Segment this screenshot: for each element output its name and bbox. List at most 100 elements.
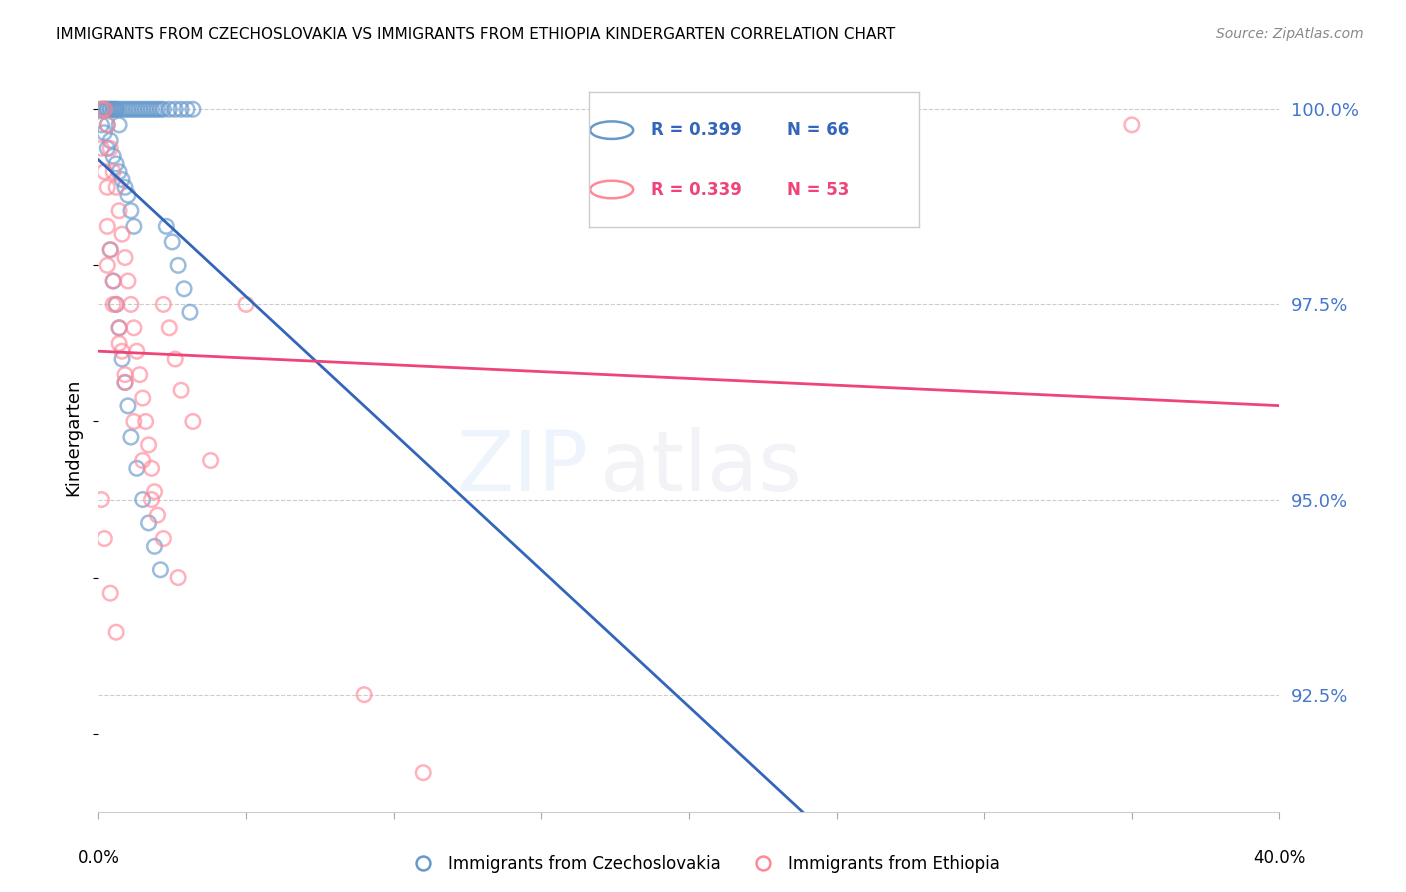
Point — [93, 102, 115, 116]
Point — [132, 453, 155, 467]
Point — [122, 320, 145, 334]
Point — [98, 133, 121, 147]
Point — [143, 484, 166, 499]
Text: ZIP: ZIP — [457, 426, 589, 508]
Point — [149, 563, 172, 577]
Point — [132, 492, 155, 507]
Point — [152, 532, 174, 546]
Point — [108, 336, 131, 351]
Point — [146, 102, 169, 116]
Point — [108, 320, 131, 334]
Y-axis label: Kindergarten: Kindergarten — [65, 378, 83, 496]
Point — [122, 102, 145, 116]
Point — [138, 516, 160, 530]
Point — [141, 492, 163, 507]
Point — [96, 118, 118, 132]
Point — [105, 297, 128, 311]
Point — [167, 570, 190, 584]
Point — [93, 102, 115, 116]
Point — [135, 415, 157, 429]
Point — [111, 172, 134, 186]
Point — [103, 274, 125, 288]
Point — [90, 102, 112, 116]
Point — [179, 305, 201, 319]
Point — [96, 180, 118, 194]
Point — [120, 203, 142, 218]
Point — [96, 102, 118, 116]
Point — [98, 102, 121, 116]
Point — [141, 461, 163, 475]
Point — [108, 102, 131, 116]
Point — [170, 383, 193, 397]
Point — [173, 282, 195, 296]
Point — [114, 102, 136, 116]
Point — [96, 219, 118, 234]
Point — [114, 180, 136, 194]
Point — [138, 438, 160, 452]
Point — [141, 102, 163, 116]
Point — [170, 102, 193, 116]
Point — [93, 102, 115, 116]
Point — [128, 368, 150, 382]
Point — [117, 274, 139, 288]
Point — [90, 492, 112, 507]
Point — [353, 688, 375, 702]
Point — [235, 297, 257, 311]
Point — [105, 180, 128, 194]
Legend: Immigrants from Czechoslovakia, Immigrants from Ethiopia: Immigrants from Czechoslovakia, Immigran… — [399, 848, 1007, 880]
Point — [1121, 118, 1143, 132]
Point — [103, 102, 125, 116]
Point — [90, 102, 112, 116]
Point — [96, 141, 118, 155]
Point — [114, 376, 136, 390]
Text: Source: ZipAtlas.com: Source: ZipAtlas.com — [1216, 27, 1364, 41]
Point — [103, 297, 125, 311]
Point — [149, 102, 172, 116]
Point — [157, 102, 180, 116]
Point — [114, 251, 136, 265]
Point — [103, 274, 125, 288]
Point — [125, 102, 148, 116]
Point — [108, 203, 131, 218]
Point — [90, 118, 112, 132]
Text: 0.0%: 0.0% — [77, 849, 120, 867]
Point — [120, 297, 142, 311]
Point — [96, 258, 118, 272]
Text: IMMIGRANTS FROM CZECHOSLOVAKIA VS IMMIGRANTS FROM ETHIOPIA KINDERGARTEN CORRELAT: IMMIGRANTS FROM CZECHOSLOVAKIA VS IMMIGR… — [56, 27, 896, 42]
Point — [96, 102, 118, 116]
Point — [132, 102, 155, 116]
Point — [93, 102, 115, 116]
Point — [155, 219, 177, 234]
Point — [90, 141, 112, 155]
Point — [96, 118, 118, 132]
Point — [103, 149, 125, 163]
Point — [98, 243, 121, 257]
Point — [125, 461, 148, 475]
Point — [111, 351, 134, 366]
Point — [122, 219, 145, 234]
Point — [117, 102, 139, 116]
Point — [105, 625, 128, 640]
Point — [111, 102, 134, 116]
Point — [181, 102, 204, 116]
Point — [108, 118, 131, 132]
Point — [200, 453, 222, 467]
Point — [120, 102, 142, 116]
Point — [108, 320, 131, 334]
Point — [128, 102, 150, 116]
Point — [105, 102, 128, 116]
Point — [114, 368, 136, 382]
Point — [167, 258, 190, 272]
Point — [111, 227, 134, 241]
Point — [108, 164, 131, 178]
Point — [98, 102, 121, 116]
Point — [165, 102, 187, 116]
Point — [165, 351, 187, 366]
Point — [138, 102, 160, 116]
Point — [111, 344, 134, 359]
Point — [176, 102, 198, 116]
Point — [125, 344, 148, 359]
Point — [122, 415, 145, 429]
Text: 40.0%: 40.0% — [1253, 849, 1306, 867]
Point — [90, 102, 112, 116]
